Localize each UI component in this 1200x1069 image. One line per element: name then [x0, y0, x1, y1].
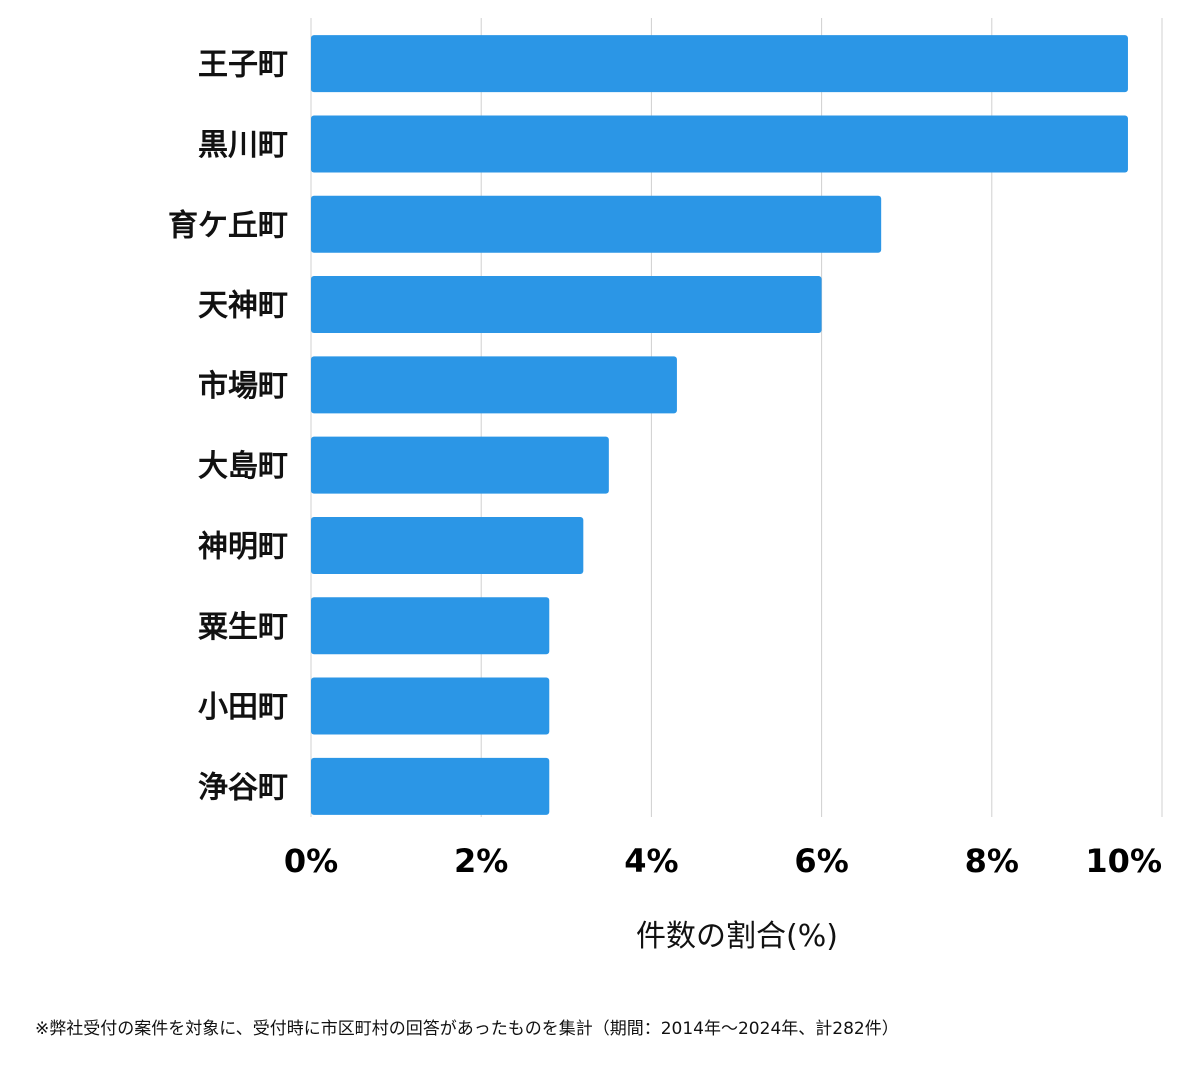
category-label: 王子町: [198, 48, 288, 83]
x-tick-label: 8%: [965, 842, 1019, 880]
x-tick-label: 10%: [1085, 842, 1162, 880]
bar: [311, 436, 609, 494]
bar: [311, 677, 550, 735]
x-tick-label: 4%: [624, 842, 678, 880]
x-tick-label: 2%: [454, 842, 508, 880]
x-tick-labels: 0% 2% 4% 6% 8% 10%: [284, 842, 1162, 880]
bar: [311, 276, 822, 334]
bar: [311, 115, 1128, 173]
category-label: 浄谷町: [198, 770, 288, 805]
footnote: ※弊社受付の案件を対象に、受付時に市区町村の回答があったものを集計（期間：201…: [35, 1019, 899, 1039]
bar: [311, 516, 584, 574]
x-tick-label: 6%: [794, 842, 848, 880]
bar: [311, 35, 1128, 93]
x-axis-title: 件数の割合(%): [636, 919, 838, 954]
category-label: 神明町: [198, 529, 288, 564]
bars: [311, 35, 1128, 815]
x-tick-label: 0%: [284, 842, 338, 880]
category-label: 市場町: [198, 369, 288, 404]
bar: [311, 356, 677, 414]
category-label: 黒川町: [198, 128, 288, 163]
category-label: 育ケ丘町: [168, 208, 288, 243]
bar: [311, 757, 550, 815]
category-label: 天神町: [198, 289, 288, 324]
category-label: 大島町: [198, 449, 288, 484]
category-label: 粟生町: [198, 610, 288, 645]
category-label: 小田町: [198, 690, 288, 725]
bar: [311, 195, 882, 253]
bar: [311, 597, 550, 655]
